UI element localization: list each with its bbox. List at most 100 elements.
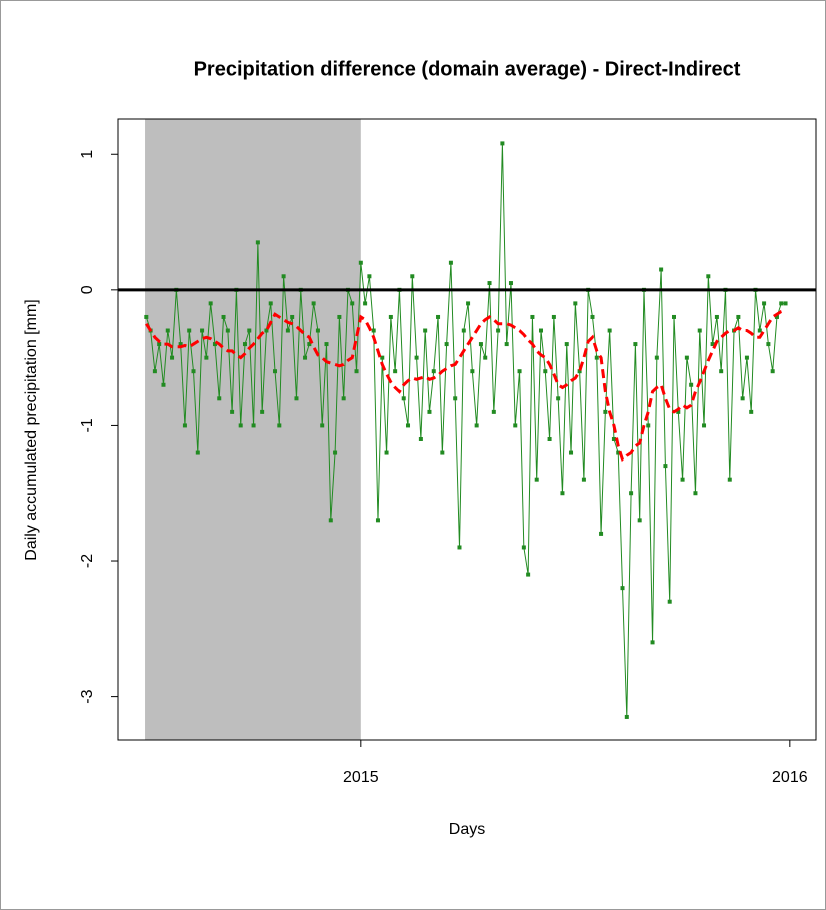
data-point: [770, 369, 775, 374]
data-point: [393, 369, 398, 374]
data-point: [774, 314, 779, 319]
data-point: [611, 436, 616, 441]
data-point: [165, 328, 170, 333]
data-point: [170, 355, 175, 360]
data-point: [659, 267, 664, 272]
data-point: [603, 409, 608, 414]
data-point: [766, 342, 771, 347]
data-point: [702, 423, 707, 428]
data-point: [423, 328, 428, 333]
data-point: [354, 369, 359, 374]
data-point: [444, 342, 449, 347]
plot-box: [117, 118, 817, 741]
data-point: [195, 450, 200, 455]
data-point: [440, 450, 445, 455]
data-point: [693, 491, 698, 496]
x-tick-label: 2016: [772, 769, 808, 786]
data-point: [654, 355, 659, 360]
data-point: [144, 314, 149, 319]
data-point: [182, 423, 187, 428]
data-point: [457, 545, 462, 550]
data-point: [466, 301, 471, 306]
data-point: [333, 450, 338, 455]
data-point: [684, 355, 689, 360]
data-point: [783, 301, 788, 306]
data-point: [689, 382, 694, 387]
data-point: [461, 328, 466, 333]
data-point: [281, 274, 286, 279]
data-point: [530, 314, 535, 319]
data-point: [539, 328, 544, 333]
data-point: [294, 396, 299, 401]
x-tick-label: 2015: [343, 769, 379, 786]
data-point: [358, 260, 363, 265]
data-point: [221, 314, 226, 319]
chart-title: Precipitation difference (domain average…: [194, 58, 741, 80]
data-point: [616, 450, 621, 455]
data-point: [744, 355, 749, 360]
data-point: [556, 396, 561, 401]
data-point: [508, 281, 513, 286]
x-axis-label: Days: [449, 821, 485, 838]
data-point: [406, 423, 411, 428]
data-point: [311, 301, 316, 306]
data-point: [697, 328, 702, 333]
data-line: [145, 143, 786, 717]
data-point: [285, 328, 290, 333]
data-point: [762, 301, 767, 306]
data-point: [238, 423, 243, 428]
data-point: [251, 423, 256, 428]
data-point: [212, 342, 217, 347]
data-point: [599, 531, 604, 536]
data-point: [453, 396, 458, 401]
data-point: [178, 342, 183, 347]
data-point: [714, 314, 719, 319]
data-point: [307, 342, 312, 347]
data-point: [431, 369, 436, 374]
data-point: [264, 328, 269, 333]
y-tick-label: 0: [79, 285, 96, 294]
data-point: [414, 355, 419, 360]
data-point: [242, 342, 247, 347]
y-tick-label: 1: [79, 150, 96, 159]
data-point: [521, 545, 526, 550]
data-point: [161, 382, 166, 387]
data-point: [208, 301, 213, 306]
data-point: [667, 599, 672, 604]
data-point: [268, 301, 273, 306]
data-point: [483, 355, 488, 360]
y-axis-label: Daily accumulated precipitation [mm]: [23, 299, 40, 560]
data-point: [363, 301, 368, 306]
data-point: [401, 396, 406, 401]
data-point: [663, 464, 668, 469]
data-point: [448, 260, 453, 265]
data-point: [676, 409, 681, 414]
data-point: [740, 396, 745, 401]
data-point: [225, 328, 230, 333]
data-point: [646, 423, 651, 428]
data-point: [577, 369, 582, 374]
data-point: [633, 342, 638, 347]
data-point: [384, 450, 389, 455]
data-point: [273, 369, 278, 374]
data-point: [650, 640, 655, 645]
data-point: [504, 342, 509, 347]
data-point: [736, 314, 741, 319]
data-point: [204, 355, 209, 360]
data-point: [478, 342, 483, 347]
y-tick-label: -2: [79, 554, 96, 568]
data-point: [534, 477, 539, 482]
data-point: [547, 436, 552, 441]
data-point: [719, 369, 724, 374]
y-tick-label: -3: [79, 689, 96, 703]
shaded-period: [145, 119, 361, 740]
data-point: [191, 369, 196, 374]
data-point: [470, 369, 475, 374]
data-point: [637, 518, 642, 523]
data-point: [230, 409, 235, 414]
data-point: [157, 342, 162, 347]
data-point: [526, 572, 531, 577]
data-point: [410, 274, 415, 279]
data-point: [564, 342, 569, 347]
data-point: [418, 436, 423, 441]
